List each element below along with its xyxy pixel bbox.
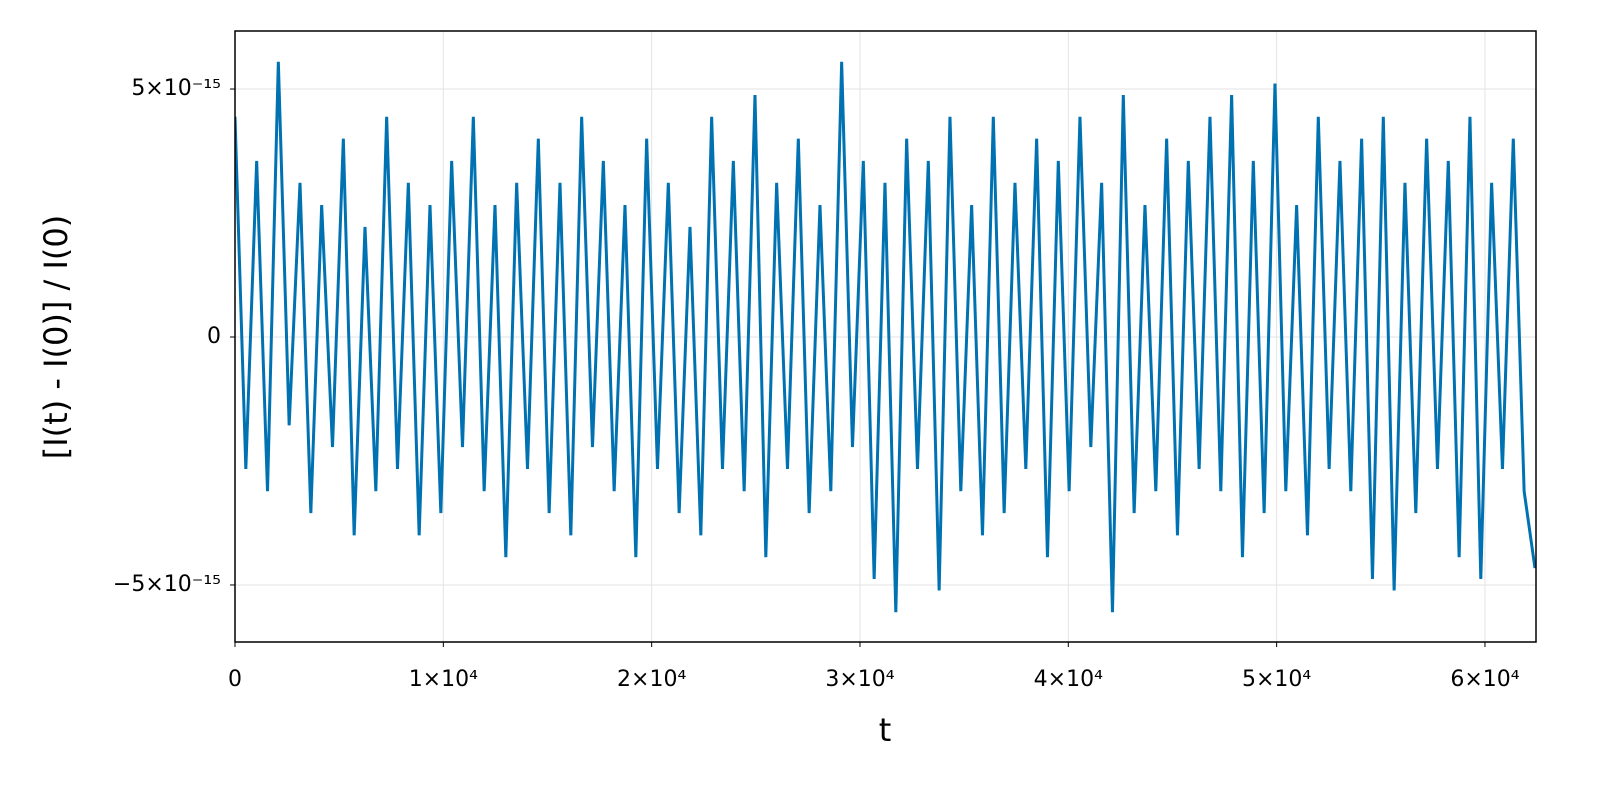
x-axis-title: t [879,711,892,749]
data-line [235,61,1536,613]
x-tick-label: 1×10⁴ [409,667,478,692]
plot-frame [234,30,1537,643]
x-tick-label: 2×10⁴ [617,667,686,692]
x-tick-label: 5×10⁴ [1242,667,1311,692]
x-tick-label: 3×10⁴ [825,667,894,692]
y-tick-label: 5×10⁻¹⁵ [131,76,221,101]
y-tick-label: −5×10⁻¹⁵ [113,572,221,597]
x-tick-label: 0 [228,667,242,692]
y-tick-label: 0 [207,324,221,349]
y-axis-title: [I(t) - I(0)] / I(0) [37,215,75,459]
x-tick-label: 6×10⁴ [1450,667,1519,692]
x-tick-label: 4×10⁴ [1034,667,1103,692]
